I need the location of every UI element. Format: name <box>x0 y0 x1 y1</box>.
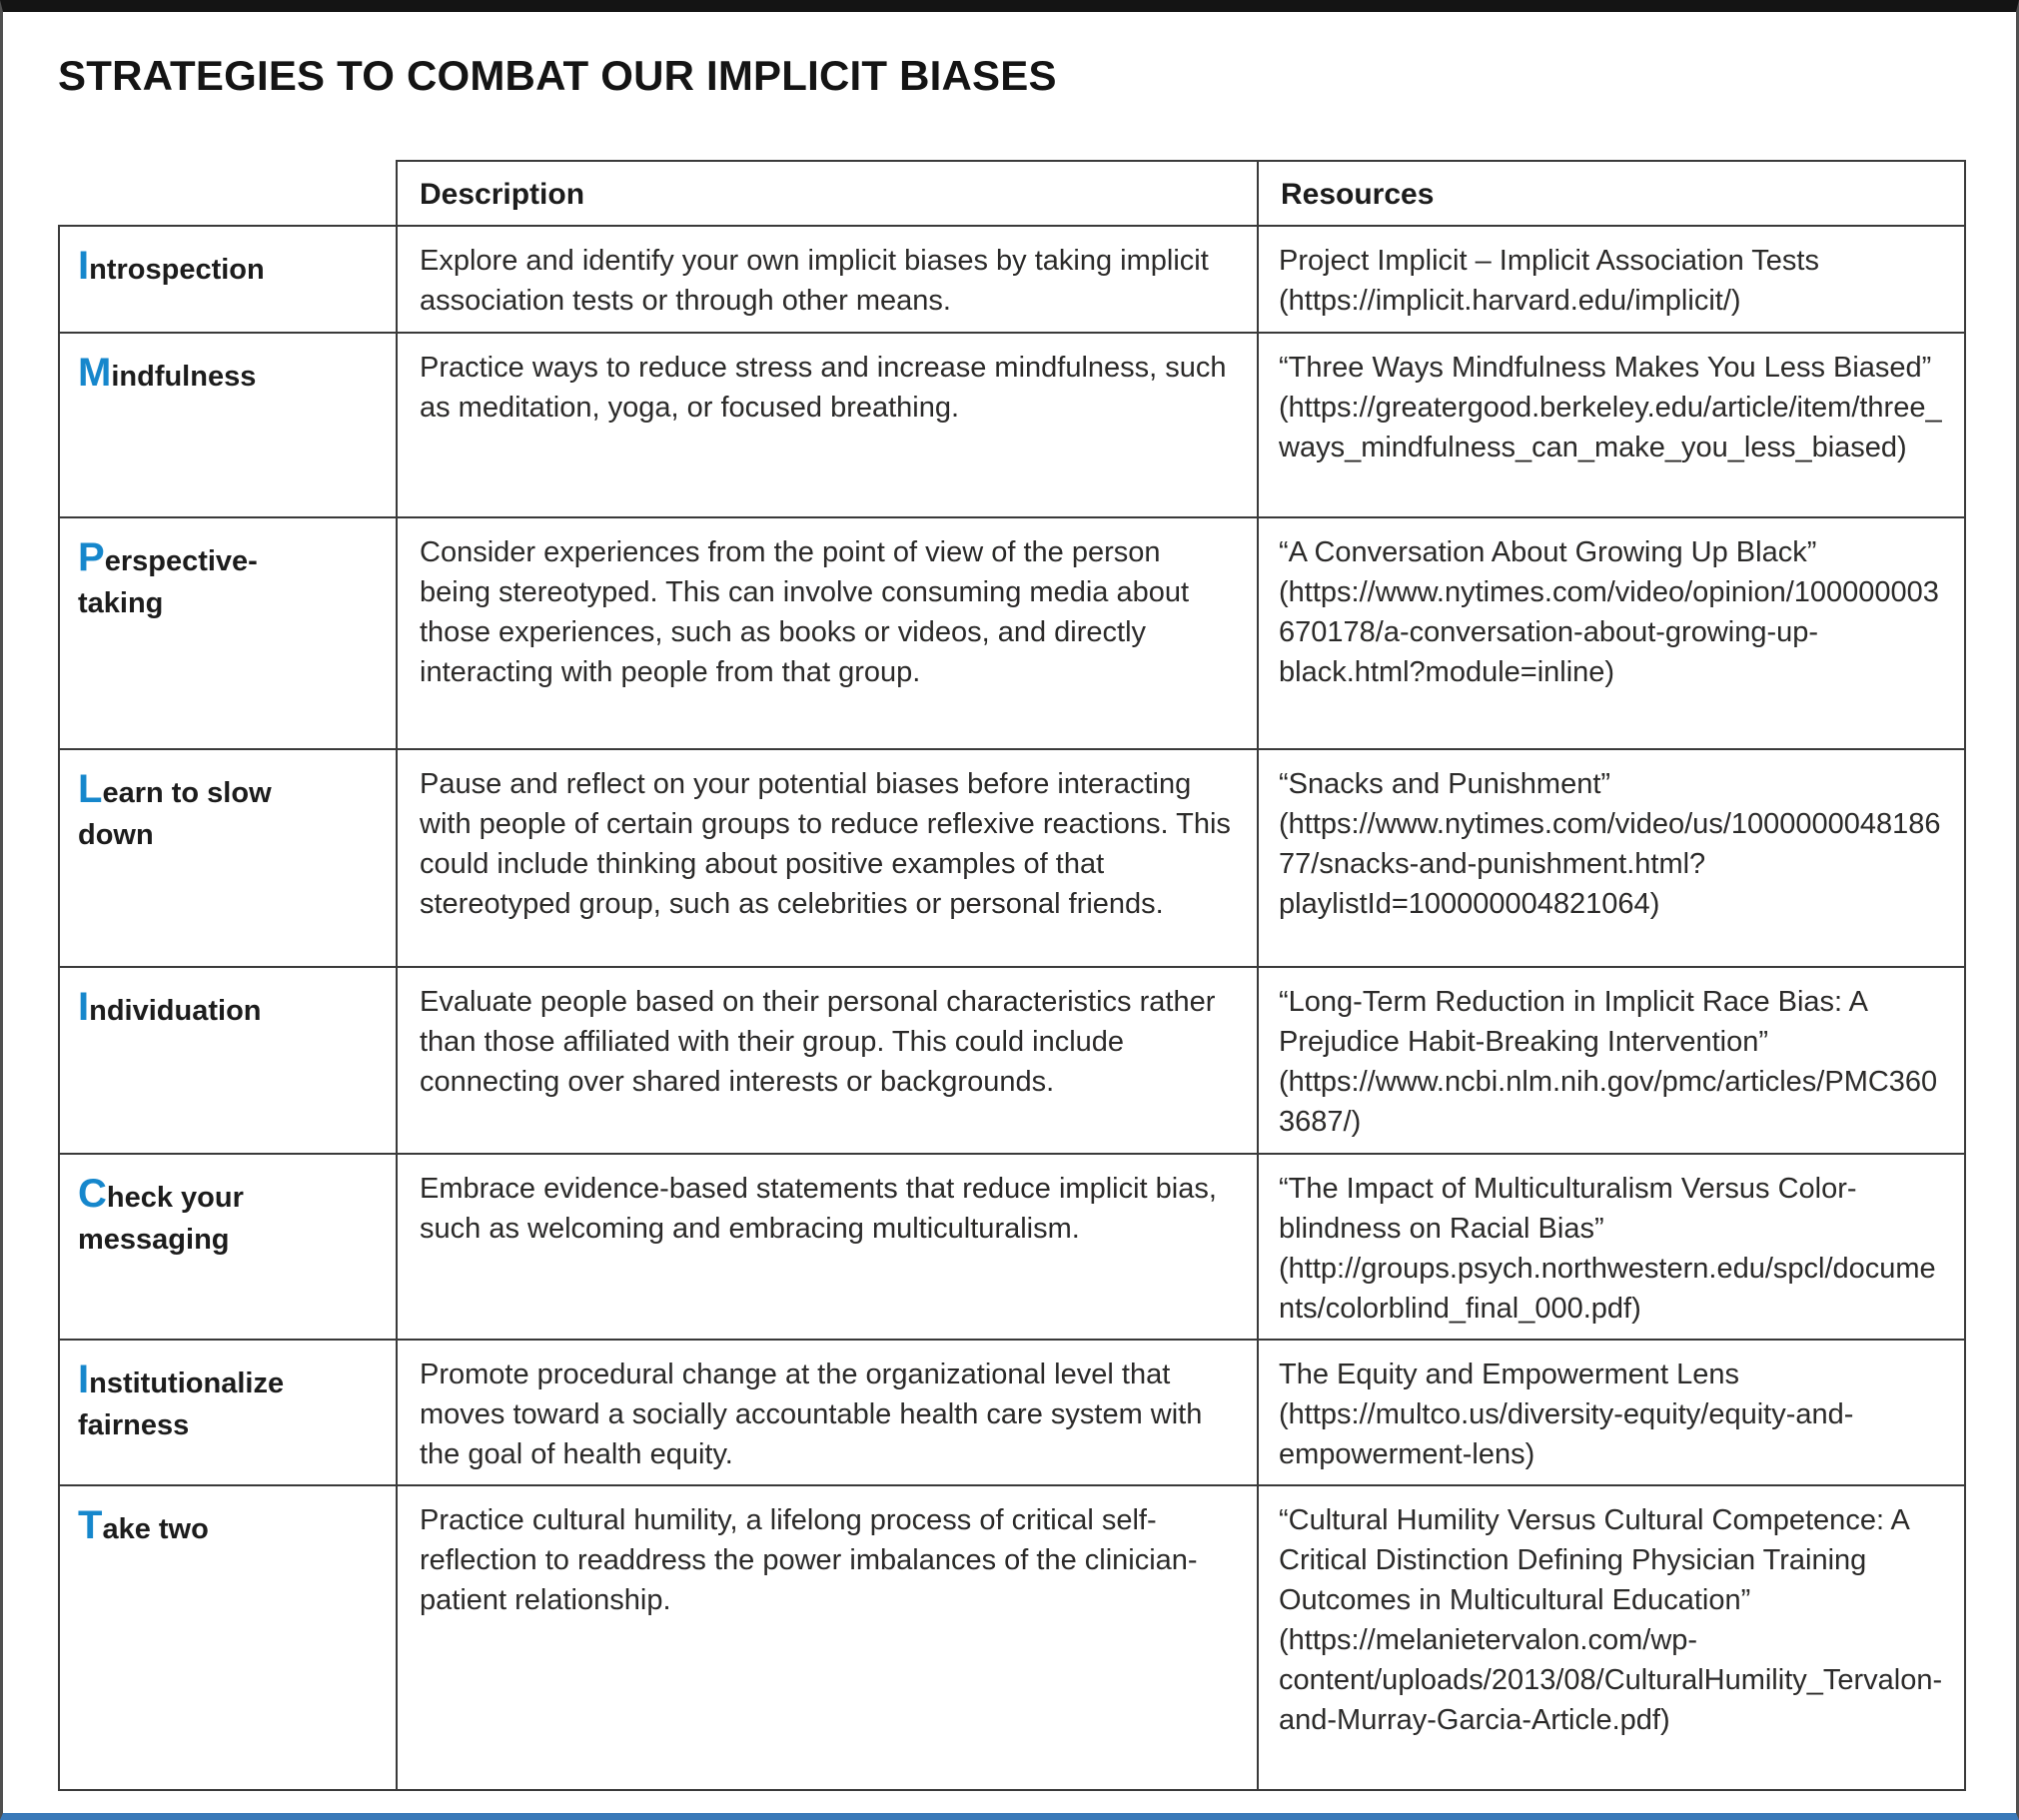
empty-header-cell <box>59 161 397 226</box>
strategy-initial-letter: M <box>78 351 112 395</box>
strategy-label-text: ake two <box>102 1513 209 1545</box>
strategy-description: Pause and reflect on your potential bias… <box>396 748 1259 968</box>
strategy-label: Check your messaging <box>58 1153 398 1341</box>
strategy-description: Consider experiences from the point of v… <box>396 516 1259 750</box>
strategy-resources: “Cultural Humility Versus Cultural Compe… <box>1257 1484 1966 1791</box>
strategy-description: Explore and identify your own implicit b… <box>396 225 1259 334</box>
strategy-resources: “Snacks and Punishment” (https://www.nyt… <box>1257 748 1966 968</box>
strategy-label: Perspective-taking <box>58 516 398 750</box>
strategy-label: Introspection <box>58 225 398 334</box>
strategy-label-text: nstitutionalize fairness <box>78 1367 285 1441</box>
strategy-description: Evaluate people based on their personal … <box>396 966 1259 1155</box>
strategy-label-text: erspective-taking <box>78 545 258 619</box>
table-row: Institutionalize fairness Promote proced… <box>58 1339 1966 1486</box>
strategy-label: Institutionalize fairness <box>58 1339 398 1486</box>
strategy-initial-letter: T <box>78 1503 103 1547</box>
table-row: Individuation Evaluate people based on t… <box>58 966 1966 1155</box>
strategy-resources: Project Implicit – Implicit Association … <box>1257 225 1966 334</box>
table-row: Introspection Explore and identify your … <box>58 225 1966 334</box>
strategy-initial-letter: I <box>78 244 90 288</box>
strategy-resources: “Long-Term Reduction in Implicit Race Bi… <box>1257 966 1966 1155</box>
table-row: Perspective-taking Consider experiences … <box>58 516 1966 750</box>
strategy-resources: “A Conversation About Growing Up Black” … <box>1257 516 1966 750</box>
strategy-initial-letter: I <box>78 1358 90 1401</box>
strategy-label-text: ndividuation <box>89 995 262 1027</box>
page-title: STRATEGIES TO COMBAT OUR IMPLICIT BIASES <box>58 52 1057 99</box>
table-row: Check your messaging Embrace evidence-ba… <box>58 1153 1966 1341</box>
strategy-description: Embrace evidence-based statements that r… <box>396 1153 1259 1341</box>
strategy-resources: “The Impact of Multiculturalism Versus C… <box>1257 1153 1966 1341</box>
strategy-label: Individuation <box>58 966 398 1155</box>
strategy-initial-letter: I <box>78 985 90 1029</box>
table-row: Mindfulness Practice ways to reduce stre… <box>58 332 1966 518</box>
strategy-label: Learn to slow down <box>58 748 398 968</box>
table-row: Learn to slow down Pause and reflect on … <box>58 748 1966 968</box>
strategy-label: Take two <box>58 1484 398 1791</box>
strategy-label: Mindfulness <box>58 332 398 518</box>
strategy-description: Practice ways to reduce stress and incre… <box>396 332 1259 518</box>
strategies-table: Description Resources Introspection Expl… <box>58 160 1966 1791</box>
strategy-label-text: indfulness <box>111 361 257 393</box>
column-header-description: Description <box>396 160 1259 227</box>
header-row: Description Resources <box>59 160 1966 227</box>
table-body: Introspection Explore and identify your … <box>58 225 1966 1791</box>
strategy-label-text: heck your messaging <box>78 1182 244 1256</box>
strategy-resources: The Equity and Empowerment Lens (https:/… <box>1257 1339 1966 1486</box>
strategy-label-text: earn to slow down <box>78 777 272 851</box>
strategy-description: Promote procedural change at the organiz… <box>396 1339 1259 1486</box>
strategy-resources: “Three Ways Mindfulness Makes You Less B… <box>1257 332 1966 518</box>
strategy-description: Practice cultural humility, a lifelong p… <box>396 1484 1259 1791</box>
table-row: Take two Practice cultural humility, a l… <box>58 1484 1966 1791</box>
strategy-initial-letter: P <box>78 535 105 579</box>
column-header-resources: Resources <box>1257 160 1966 227</box>
strategy-initial-letter: L <box>78 767 103 811</box>
strategy-label-text: ntrospection <box>89 254 265 286</box>
strategy-initial-letter: C <box>78 1172 107 1216</box>
